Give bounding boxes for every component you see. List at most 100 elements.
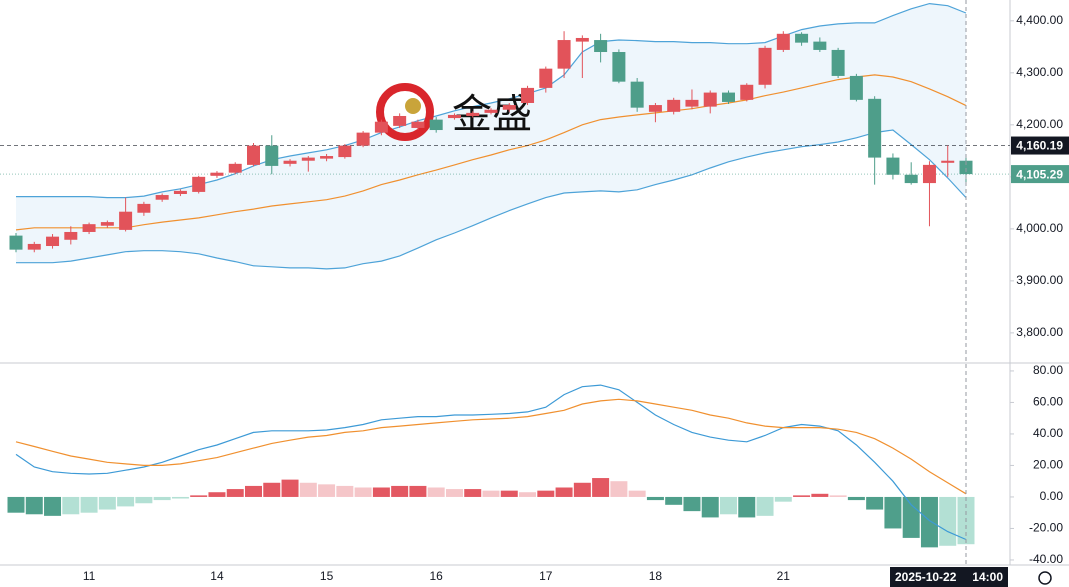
candle-body (247, 145, 260, 165)
candle-body (612, 52, 626, 82)
y-tick-label: 4,400.00 (1016, 13, 1063, 27)
candle-body (265, 145, 279, 166)
histogram-bar (720, 496, 737, 515)
candle-body (64, 231, 78, 240)
watermark-text: 金盛 (452, 93, 532, 137)
histogram-bar (774, 496, 792, 502)
candle-body (667, 99, 681, 112)
candle-body (173, 190, 187, 195)
watermark: 金盛 (376, 83, 532, 141)
histogram-bar (391, 485, 409, 497)
candle-body (575, 37, 589, 42)
candle-body (922, 164, 936, 184)
candle-body (283, 160, 297, 164)
candle-body (630, 81, 644, 108)
x-tick-label: 14 (210, 569, 224, 583)
histogram-bar (811, 493, 829, 497)
histogram-bar (646, 496, 664, 501)
candle-body (813, 41, 827, 50)
candle-body (521, 87, 535, 103)
histogram-bar (117, 496, 135, 507)
y-tick-label: -40.00 (1029, 552, 1063, 566)
histogram-bar (208, 492, 226, 497)
band-fill (16, 3, 966, 269)
histogram-bar (519, 492, 537, 497)
candle-body (228, 163, 242, 173)
x-tick-label: 21 (777, 569, 791, 583)
histogram-bar (701, 496, 719, 518)
candle-body (155, 195, 169, 200)
histogram-bar (263, 482, 281, 497)
histogram-bar (866, 496, 884, 510)
histogram-bar (610, 481, 628, 497)
candle-body (648, 105, 662, 112)
histogram-bar (920, 496, 938, 548)
histogram-bar (135, 496, 153, 504)
candle-body (703, 92, 717, 107)
candle-body (447, 114, 461, 119)
y-tick-label: 4,000.00 (1016, 221, 1063, 235)
histogram-bar (245, 485, 262, 497)
y-tick-label: 0.00 (1040, 489, 1064, 503)
x-tick-label: 17 (539, 569, 553, 583)
candle-body (320, 156, 334, 159)
histogram-bar (336, 485, 354, 497)
histogram-bar (683, 496, 701, 512)
histogram-bar (738, 496, 756, 518)
logo-ball (405, 98, 421, 114)
candle-body (758, 47, 772, 85)
y-tick-label: 4,300.00 (1016, 65, 1063, 79)
histogram-bar (592, 478, 610, 497)
y-tick-label: 3,900.00 (1016, 273, 1063, 287)
histogram-bar (445, 489, 463, 497)
candle-body (539, 68, 553, 88)
candle-body (886, 157, 900, 175)
price-label-box (1011, 165, 1069, 184)
candle-body (904, 174, 918, 184)
crosshair-time-box (890, 567, 1008, 587)
candle-body (795, 33, 809, 43)
histogram-bar (537, 490, 555, 497)
histogram-bar (80, 496, 98, 513)
y-tick-label: -20.00 (1029, 521, 1063, 535)
histogram-bar (756, 496, 774, 516)
histogram-bar (354, 487, 372, 497)
histogram-bar (226, 489, 244, 497)
histogram-bar (62, 496, 80, 515)
candle-body (502, 105, 516, 110)
histogram-bar (500, 490, 518, 497)
histogram-bar (372, 487, 390, 497)
histogram-bar (884, 496, 902, 529)
y-tick-label: 4,200.00 (1016, 117, 1063, 131)
candle-body (740, 84, 754, 100)
price-label-box (1011, 136, 1069, 155)
candle-body (849, 75, 863, 100)
candle-body (831, 49, 845, 76)
candle-body (557, 40, 571, 69)
histogram-bar (665, 496, 683, 505)
crosshair-date: 2025-10-22 (895, 570, 957, 584)
candle-body (484, 109, 498, 113)
candle-body (338, 145, 352, 158)
histogram-bar (318, 484, 336, 497)
candle-body (137, 203, 151, 213)
macd-line (15, 384, 967, 541)
candle-body (192, 176, 206, 192)
histogram-bar (902, 496, 920, 538)
candle-body (119, 211, 133, 230)
histogram-bar (190, 495, 208, 497)
histogram-bar (25, 496, 43, 515)
y-tick-label: 40.00 (1033, 426, 1063, 440)
settings-button[interactable] (1038, 571, 1052, 585)
candle-body (411, 121, 425, 128)
histogram-bar (793, 495, 811, 497)
candle-body (959, 160, 973, 175)
histogram-bar (555, 487, 573, 497)
candle-body (100, 222, 114, 226)
candle-body (27, 243, 41, 250)
histogram-bar (464, 489, 482, 497)
signal-line (15, 398, 967, 495)
histogram-bar (7, 496, 25, 513)
price-label: 4,105.29 (1016, 167, 1063, 181)
